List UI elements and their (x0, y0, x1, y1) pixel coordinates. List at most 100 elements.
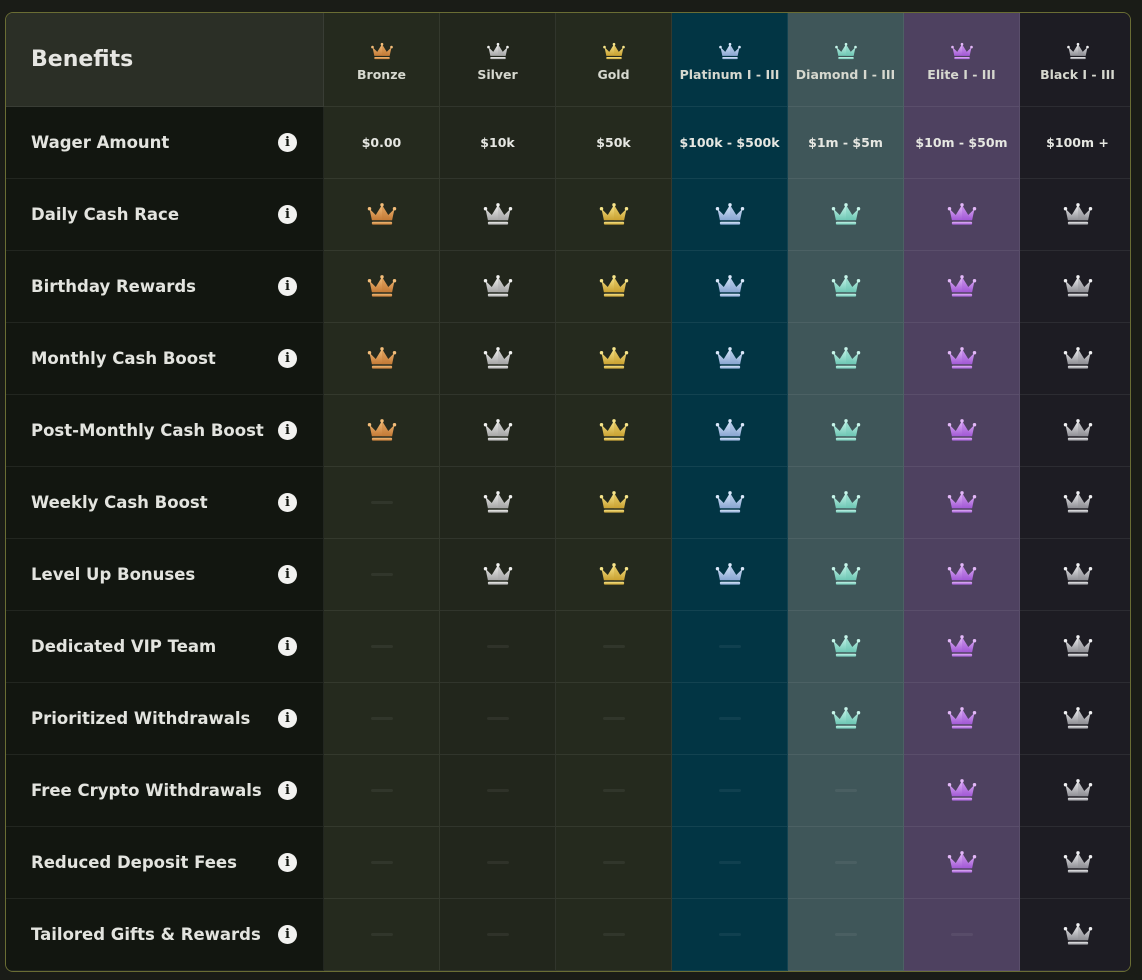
crown-icon (715, 419, 744, 441)
benefit-cell-diamond (788, 611, 904, 683)
benefit-cell-bronze (324, 539, 440, 611)
info-icon[interactable]: i (278, 349, 297, 368)
benefit-cell-platinum (672, 899, 788, 971)
tier-name: Elite I - III (927, 66, 996, 82)
benefit-cell-elite (904, 251, 1020, 323)
tier-name: Silver (477, 66, 518, 82)
crown-icon (834, 42, 857, 59)
info-icon[interactable]: i (278, 925, 297, 944)
benefit-cell-bronze (324, 467, 440, 539)
benefit-cell-elite (904, 827, 1020, 899)
crown-icon (1066, 42, 1089, 59)
crown-icon (602, 42, 625, 59)
crown-icon (1063, 707, 1092, 729)
wager-cell-elite: $10m - $50m (904, 107, 1020, 179)
benefit-cell-gold (556, 755, 672, 827)
wager-cell-platinum: $100k - $500k (672, 107, 788, 179)
benefit-cell-gold (556, 467, 672, 539)
info-icon[interactable]: i (278, 637, 297, 656)
benefit-cell-platinum (672, 395, 788, 467)
crown-icon (831, 563, 860, 585)
crown-icon (831, 491, 860, 513)
benefit-cell-diamond (788, 323, 904, 395)
benefit-cell-gold (556, 179, 672, 251)
row-label-monthly-cash-boost: Monthly Cash Boost i (6, 323, 324, 395)
benefit-cell-diamond (788, 899, 904, 971)
crown-icon (947, 491, 976, 513)
info-icon[interactable]: i (278, 709, 297, 728)
wager-value: $100m + (1046, 135, 1109, 150)
benefit-cell-platinum (672, 179, 788, 251)
benefit-label: Birthday Rewards (31, 277, 196, 296)
benefit-cell-elite (904, 467, 1020, 539)
info-icon[interactable]: i (278, 277, 297, 296)
wager-value: $10k (480, 135, 515, 150)
benefit-cell-bronze (324, 683, 440, 755)
benefit-label: Level Up Bonuses (31, 565, 196, 584)
benefit-cell-elite (904, 179, 1020, 251)
unavailable-dash (486, 717, 509, 720)
crown-icon (599, 491, 628, 513)
unavailable-dash (602, 933, 625, 936)
benefit-cell-elite (904, 395, 1020, 467)
crown-icon (947, 707, 976, 729)
benefit-cell-bronze (324, 755, 440, 827)
info-icon[interactable]: i (278, 781, 297, 800)
crown-icon (1063, 491, 1092, 513)
unavailable-dash (718, 861, 741, 864)
benefit-cell-elite (904, 683, 1020, 755)
benefit-cell-platinum (672, 251, 788, 323)
crown-icon (599, 275, 628, 297)
benefit-label: Prioritized Withdrawals (31, 709, 251, 728)
info-icon[interactable]: i (278, 853, 297, 872)
tier-name: Gold (597, 66, 630, 82)
benefit-cell-gold (556, 395, 672, 467)
benefit-cell-silver (440, 827, 556, 899)
crown-icon (1063, 563, 1092, 585)
unavailable-dash (718, 789, 741, 792)
info-icon[interactable]: i (278, 133, 297, 152)
unavailable-dash (602, 717, 625, 720)
benefit-cell-diamond (788, 827, 904, 899)
benefit-cell-black (1020, 395, 1130, 467)
crown-icon (947, 851, 976, 873)
benefit-cell-diamond (788, 179, 904, 251)
crown-icon (1063, 419, 1092, 441)
tier-header-gold: Gold (556, 13, 672, 107)
benefit-cell-black (1020, 251, 1130, 323)
crown-icon (947, 635, 976, 657)
benefit-cell-platinum (672, 683, 788, 755)
tier-name: Bronze (357, 66, 406, 82)
benefit-cell-elite (904, 323, 1020, 395)
benefit-cell-bronze (324, 179, 440, 251)
benefit-cell-diamond (788, 755, 904, 827)
benefit-label: Weekly Cash Boost (31, 493, 208, 512)
info-icon[interactable]: i (278, 421, 297, 440)
info-icon[interactable]: i (278, 205, 297, 224)
row-label-post-monthly-cash-boost: Post-Monthly Cash Boost i (6, 395, 324, 467)
crown-icon (715, 491, 744, 513)
info-icon[interactable]: i (278, 565, 297, 584)
unavailable-dash (370, 717, 393, 720)
benefit-cell-gold (556, 539, 672, 611)
wager-cell-diamond: $1m - $5m (788, 107, 904, 179)
benefits-header: Benefits (6, 13, 324, 107)
crown-icon (831, 203, 860, 225)
benefit-cell-silver (440, 755, 556, 827)
wager-cell-silver: $10k (440, 107, 556, 179)
tier-header-platinum: Platinum I - III (672, 13, 788, 107)
unavailable-dash (718, 645, 741, 648)
unavailable-dash (370, 573, 393, 576)
benefit-cell-bronze (324, 899, 440, 971)
tier-header-silver: Silver (440, 13, 556, 107)
unavailable-dash (486, 861, 509, 864)
info-icon[interactable]: i (278, 493, 297, 512)
benefit-cell-black (1020, 179, 1130, 251)
unavailable-dash (370, 789, 393, 792)
benefit-cell-platinum (672, 611, 788, 683)
crown-icon (599, 419, 628, 441)
crown-icon (947, 275, 976, 297)
benefit-cell-bronze (324, 323, 440, 395)
benefit-cell-silver (440, 395, 556, 467)
crown-icon (715, 347, 744, 369)
